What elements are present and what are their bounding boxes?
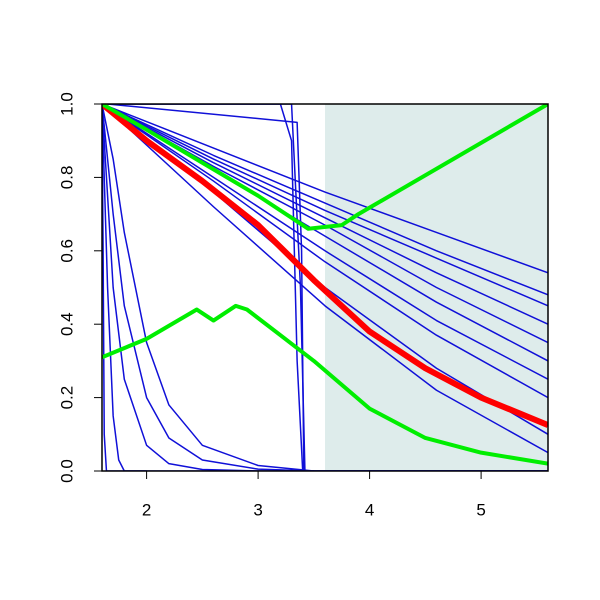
y-tick-label: 0.4 bbox=[57, 312, 76, 336]
y-tick-label: 0.6 bbox=[57, 239, 76, 263]
series-line bbox=[102, 104, 548, 274]
series-line bbox=[102, 104, 548, 399]
series-line bbox=[102, 104, 548, 231]
plot-frame bbox=[101, 103, 549, 472]
series-line bbox=[102, 104, 548, 471]
series-line bbox=[102, 104, 314, 471]
series-line bbox=[102, 104, 314, 471]
series-line bbox=[102, 303, 548, 466]
x-tick-label: 2 bbox=[142, 500, 151, 519]
y-tick-label: 1.0 bbox=[57, 92, 76, 116]
plot-area bbox=[102, 104, 548, 471]
y-tick-label: 0.2 bbox=[57, 386, 76, 410]
series-line bbox=[102, 104, 548, 380]
x-tick-label: 5 bbox=[476, 500, 485, 519]
x-tick-label: 4 bbox=[365, 500, 374, 519]
series-line bbox=[102, 104, 548, 325]
series-line bbox=[102, 104, 548, 454]
series-line bbox=[102, 104, 147, 471]
y-tick-label: 0.8 bbox=[57, 166, 76, 190]
series-line bbox=[102, 104, 548, 307]
series-line bbox=[102, 104, 548, 428]
y-tick-label: 0.0 bbox=[57, 459, 76, 483]
series-line bbox=[102, 104, 548, 471]
series-line bbox=[102, 104, 548, 296]
series-line bbox=[102, 104, 548, 471]
x-tick-label: 3 bbox=[253, 500, 262, 519]
